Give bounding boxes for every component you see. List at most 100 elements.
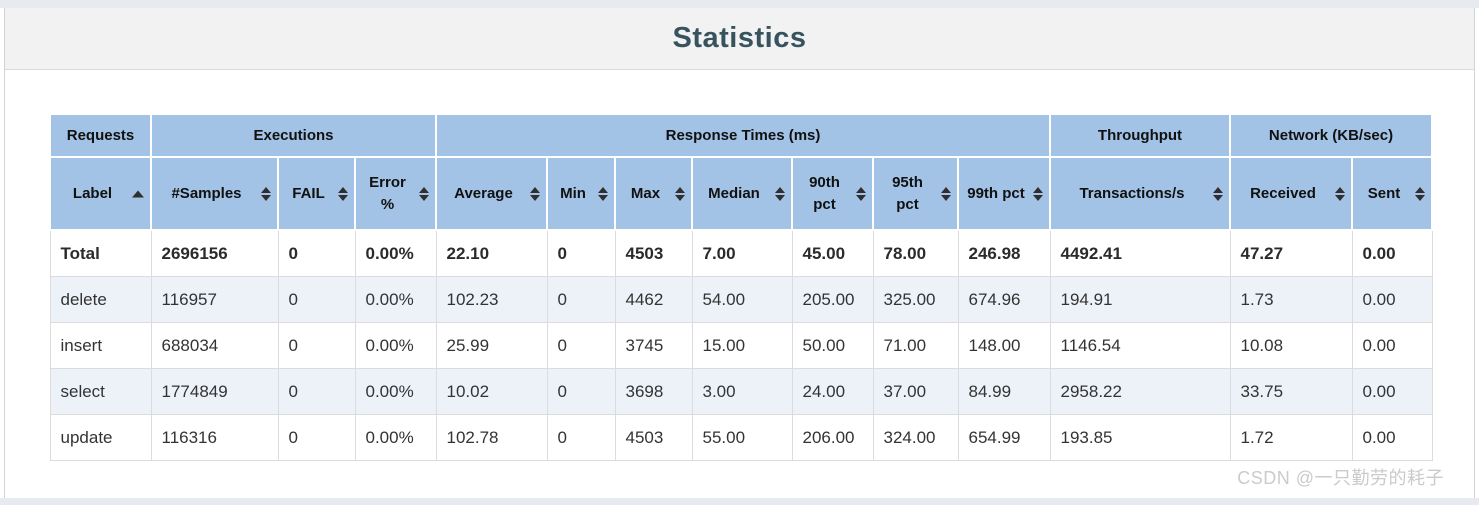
value-cell: 3698 — [614, 368, 693, 415]
column-header-sent[interactable]: Sent — [1351, 156, 1433, 231]
sort-both-icon — [675, 186, 685, 201]
value-cell: 10.08 — [1229, 322, 1353, 369]
column-header-min[interactable]: Min — [546, 156, 616, 231]
title-bar: Statistics — [5, 8, 1474, 70]
row-label-cell: Total — [49, 229, 152, 277]
sort-both-icon — [338, 186, 348, 201]
value-cell: 0.00% — [354, 414, 437, 461]
value-cell: 1146.54 — [1049, 322, 1231, 369]
watermark: CSDN @一只勤劳的耗子 — [1237, 468, 1444, 488]
column-header-fail[interactable]: FAIL — [277, 156, 356, 231]
page-title: Statistics — [672, 22, 807, 54]
value-cell: 4462 — [614, 276, 693, 323]
value-cell: 4503 — [614, 414, 693, 461]
value-cell: 116957 — [150, 276, 279, 323]
column-header-row: Label #Samples FAIL Error % Average Min Max Med… — [49, 156, 1433, 231]
value-cell: 55.00 — [691, 414, 793, 461]
sort-both-icon — [1033, 186, 1043, 201]
value-cell: 0.00% — [354, 322, 437, 369]
value-cell: 0.00% — [354, 229, 437, 277]
value-cell: 0 — [546, 322, 616, 369]
group-header-response-times-ms: Response Times (ms) — [435, 113, 1051, 158]
value-cell: 22.10 — [435, 229, 548, 277]
value-cell: 45.00 — [791, 229, 874, 277]
value-cell: 325.00 — [872, 276, 959, 323]
value-cell: 116316 — [150, 414, 279, 461]
page-bottom-strip — [0, 498, 1479, 505]
value-cell: 654.99 — [957, 414, 1051, 461]
value-cell: 0.00% — [354, 276, 437, 323]
value-cell: 50.00 — [791, 322, 874, 369]
sort-both-icon — [419, 186, 429, 201]
row-label-cell: delete — [49, 276, 152, 323]
value-cell: 3745 — [614, 322, 693, 369]
value-cell: 1.73 — [1229, 276, 1353, 323]
value-cell: 7.00 — [691, 229, 793, 277]
column-header-label[interactable]: Label — [49, 156, 152, 231]
column-header-error[interactable]: Error % — [354, 156, 437, 231]
value-cell: 0 — [277, 322, 356, 369]
row-label-cell: update — [49, 414, 152, 461]
value-cell: 0.00 — [1351, 229, 1433, 277]
value-cell: 0 — [546, 414, 616, 461]
sort-both-icon — [1415, 186, 1425, 201]
value-cell: 688034 — [150, 322, 279, 369]
value-cell: 33.75 — [1229, 368, 1353, 415]
column-header-90th-pct[interactable]: 90th pct — [791, 156, 874, 231]
value-cell: 0 — [546, 229, 616, 277]
report-panel: Statistics Requests Executions Response Ti… — [4, 8, 1475, 498]
value-cell: 54.00 — [691, 276, 793, 323]
value-cell: 0.00 — [1351, 322, 1433, 369]
column-header-label: 90th pct — [809, 173, 840, 213]
column-header-95th-pct[interactable]: 95th pct — [872, 156, 959, 231]
column-header-samples[interactable]: #Samples — [150, 156, 279, 231]
column-header-label: Received — [1250, 184, 1316, 202]
value-cell: 0 — [277, 368, 356, 415]
value-cell: 1774849 — [150, 368, 279, 415]
value-cell: 205.00 — [791, 276, 874, 323]
value-cell: 0.00 — [1351, 368, 1433, 415]
group-header-executions: Executions — [150, 113, 437, 158]
column-header-label: Transactions/s — [1079, 184, 1185, 202]
column-header-average[interactable]: Average — [435, 156, 548, 231]
column-header-max[interactable]: Max — [614, 156, 693, 231]
value-cell: 193.85 — [1049, 414, 1231, 461]
column-header-label: Max — [630, 184, 661, 202]
column-header-label: Label — [72, 184, 113, 202]
value-cell: 3.00 — [691, 368, 793, 415]
table-row-update: update 116316 0 0.00% 102.78 0 4503 55.00 206.00… — [49, 414, 1433, 461]
table-row-total: Total 2696156 0 0.00% 22.10 0 4503 7.00 45.00 78.… — [49, 229, 1433, 277]
column-header-median[interactable]: Median — [691, 156, 793, 231]
value-cell: 4492.41 — [1049, 229, 1231, 277]
column-header-label: 95th pct — [892, 173, 923, 213]
sort-both-icon — [261, 186, 271, 201]
value-cell: 2958.22 — [1049, 368, 1231, 415]
statistics-section: Requests Executions Response Times (ms) Thr… — [5, 70, 1474, 461]
value-cell: 1.72 — [1229, 414, 1353, 461]
column-header-label: Sent — [1367, 184, 1401, 202]
row-label-cell: select — [49, 368, 152, 415]
table-row-insert: insert 688034 0 0.00% 25.99 0 3745 15.00 50.00 71… — [49, 322, 1433, 369]
page-top-strip — [0, 0, 1479, 8]
value-cell: 2696156 — [150, 229, 279, 277]
column-header-transactions-s[interactable]: Transactions/s — [1049, 156, 1231, 231]
value-cell: 10.02 — [435, 368, 548, 415]
value-cell: 0 — [546, 368, 616, 415]
value-cell: 37.00 — [872, 368, 959, 415]
sort-both-icon — [530, 186, 540, 201]
sort-both-icon — [856, 186, 866, 201]
column-header-label: Min — [560, 184, 586, 202]
column-header-label: #Samples — [171, 184, 242, 202]
column-header-99th-pct[interactable]: 99th pct — [957, 156, 1051, 231]
sort-both-icon — [1335, 186, 1345, 201]
value-cell: 148.00 — [957, 322, 1051, 369]
value-cell: 0 — [546, 276, 616, 323]
value-cell: 102.78 — [435, 414, 548, 461]
value-cell: 24.00 — [791, 368, 874, 415]
column-header-received[interactable]: Received — [1229, 156, 1353, 231]
group-header-network-kb-sec: Network (KB/sec) — [1229, 113, 1433, 158]
value-cell: 246.98 — [957, 229, 1051, 277]
column-header-label: Error % — [369, 173, 406, 213]
sort-both-icon — [775, 186, 785, 201]
value-cell: 324.00 — [872, 414, 959, 461]
